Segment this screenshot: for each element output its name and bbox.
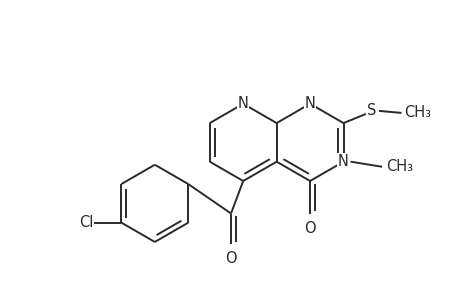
- Text: CH₃: CH₃: [403, 105, 431, 120]
- Text: O: O: [303, 220, 315, 236]
- Text: N: N: [304, 96, 315, 111]
- Text: Cl: Cl: [78, 215, 93, 230]
- Text: N: N: [237, 96, 248, 111]
- Text: CH₃: CH₃: [386, 159, 412, 174]
- Text: O: O: [225, 251, 236, 266]
- Text: S: S: [366, 103, 376, 118]
- Text: N: N: [337, 154, 348, 169]
